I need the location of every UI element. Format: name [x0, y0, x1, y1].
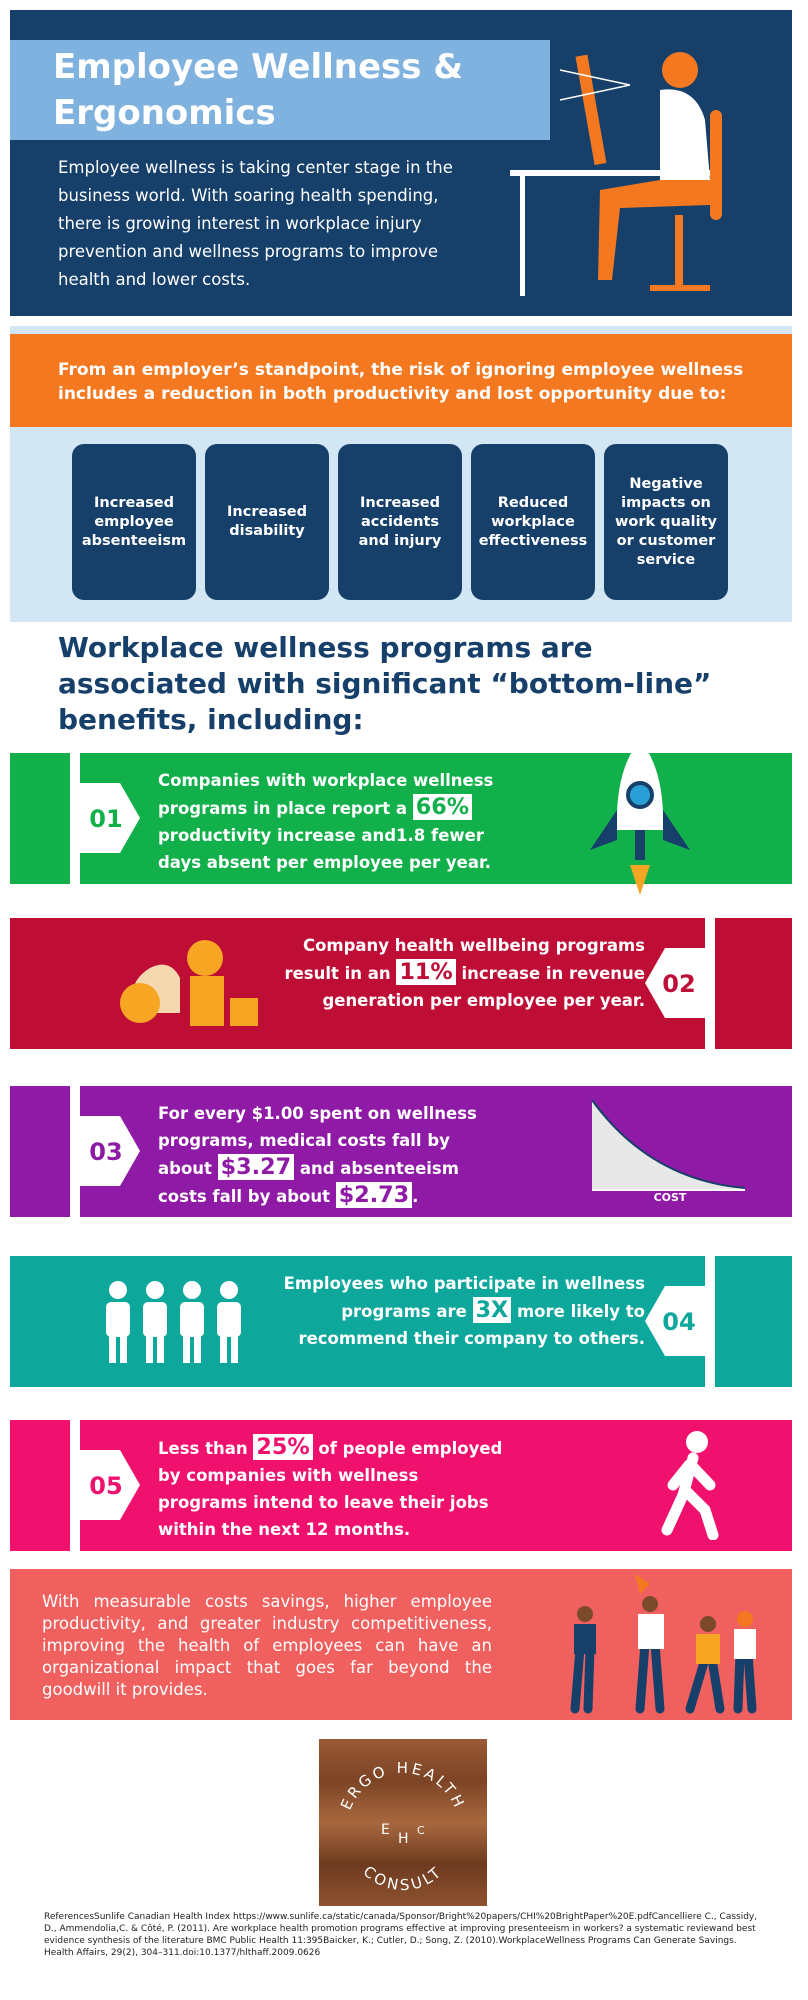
benefit-number: 05: [89, 1472, 122, 1500]
highlight: $2.73: [335, 1182, 413, 1208]
highlight: 66%: [412, 794, 473, 820]
desk-illustration: [510, 52, 722, 296]
highlight: 25%: [253, 1434, 313, 1460]
risk-card: Negative impacts on work quality or cust…: [604, 444, 728, 600]
band-stripe: [705, 1256, 715, 1387]
benefits-heading: Workplace wellness programs are associat…: [58, 631, 712, 736]
number-tab: 03: [80, 1116, 140, 1186]
risk-statement: From an employer’s standpoint, the risk …: [58, 360, 744, 404]
number-tab: 05: [80, 1450, 140, 1520]
references: ReferencesSunlife Canadian Health Index …: [44, 1912, 758, 1958]
risk-section: From an employer’s standpoint, the risk …: [10, 326, 792, 622]
conclusion: With measurable costs savings, higher em…: [42, 1592, 492, 1699]
risk-card: Increased accidents and injury: [338, 444, 462, 600]
text-segment: increase in revenue generation per emplo…: [322, 964, 645, 1010]
benefit-band: 03 For every $1.00 spent on wellness prog…: [10, 1086, 792, 1217]
band-stripe: [70, 1086, 80, 1217]
benefit-text: For every $1.00 spent on wellness progra…: [158, 1100, 503, 1210]
benefit-text: Companies with workplace wellness progra…: [158, 767, 503, 876]
benefit-band: 01 Companies with workplace wellness prog…: [10, 753, 792, 884]
conclusion-section: With measurable costs savings, higher em…: [10, 1569, 792, 1720]
text-segment: .: [412, 1187, 419, 1206]
logo-bottom: CONSULT: [360, 1862, 447, 1894]
band-stripe: [705, 918, 715, 1049]
logo-text: ERGO HEALTH CONSULT E H C: [337, 1759, 469, 1894]
text-segment: For every $1.00 spent on wellness progra…: [158, 1104, 477, 1178]
benefit-number: 02: [662, 970, 695, 998]
benefit-text: Less than 25% of people employed by comp…: [158, 1434, 503, 1543]
band-stripe: [70, 1420, 80, 1551]
number-tab: 02: [645, 948, 705, 1018]
benefit-text: Employees who participate in wellness pr…: [265, 1270, 645, 1352]
intro: Employee wellness is taking center stage…: [58, 158, 453, 289]
walking-icon: [661, 1431, 719, 1540]
logo-bottom-path: CONSULT: [360, 1862, 444, 1894]
risk-card: Increased disability: [205, 444, 329, 600]
text-segment: Employees who participate in wellness pr…: [283, 1274, 645, 1321]
text-segment: more likely to recommend their company t…: [298, 1302, 645, 1348]
text-segment: of people employed by companies with wel…: [158, 1439, 503, 1539]
benefit-text: Company health wellbeing programs result…: [265, 932, 645, 1014]
benefit-number: 03: [89, 1138, 122, 1166]
number-tab: 01: [80, 783, 140, 853]
text-segment: productivity increase and1.8 fewer days …: [158, 826, 492, 872]
tab-shape: [80, 1450, 140, 1520]
header: Employee Wellness & Ergonomics Employee …: [10, 10, 792, 316]
highlight: 11%: [396, 959, 456, 985]
title-box: [10, 40, 550, 140]
chart-label: COST: [654, 1191, 687, 1204]
logo-letter: H: [398, 1831, 409, 1847]
logo: ERGO HEALTH CONSULT E H C: [319, 1739, 487, 1906]
text-segment: Companies with workplace wellness progra…: [158, 771, 494, 818]
text-segment: and absenteeism costs fall by about: [158, 1159, 459, 1206]
risk-card: Increased employee absenteeism: [72, 444, 196, 600]
tab-shape: [80, 783, 140, 853]
number-tab: 04: [645, 1286, 705, 1356]
logo-letter: E: [381, 1822, 390, 1838]
text-segment: Less than: [158, 1439, 254, 1458]
logo-top-path: ERGO HEALTH: [337, 1759, 466, 1813]
logo-letter: C: [417, 1824, 425, 1837]
benefit-band: 04 Employees who participate in wellness …: [10, 1256, 792, 1387]
coins-icon: [120, 940, 258, 1026]
rocket-icon: [590, 740, 690, 895]
tab-shape: [80, 1116, 140, 1186]
risk-band: From an employer’s standpoint, the risk …: [10, 334, 792, 427]
benefit-number: 01: [89, 805, 122, 833]
logo-top: ERGO HEALTH: [337, 1759, 469, 1813]
tab-shape: [645, 1286, 705, 1356]
highlight: $3.27: [217, 1154, 295, 1180]
band-stripe: [70, 753, 80, 884]
cost-chart-icon: COST: [591, 1100, 746, 1204]
highlight: 3X: [472, 1297, 512, 1323]
celebration-icon: [570, 1574, 757, 1714]
benefit-number: 04: [662, 1308, 695, 1336]
title: Employee Wellness & Ergonomics: [53, 47, 464, 133]
tab-shape: [645, 948, 705, 1018]
text-segment: Company health wellbeing programs result…: [284, 936, 645, 983]
risk-card: Reduced workplace effectiveness: [471, 444, 595, 600]
people-icon: [106, 1281, 241, 1363]
